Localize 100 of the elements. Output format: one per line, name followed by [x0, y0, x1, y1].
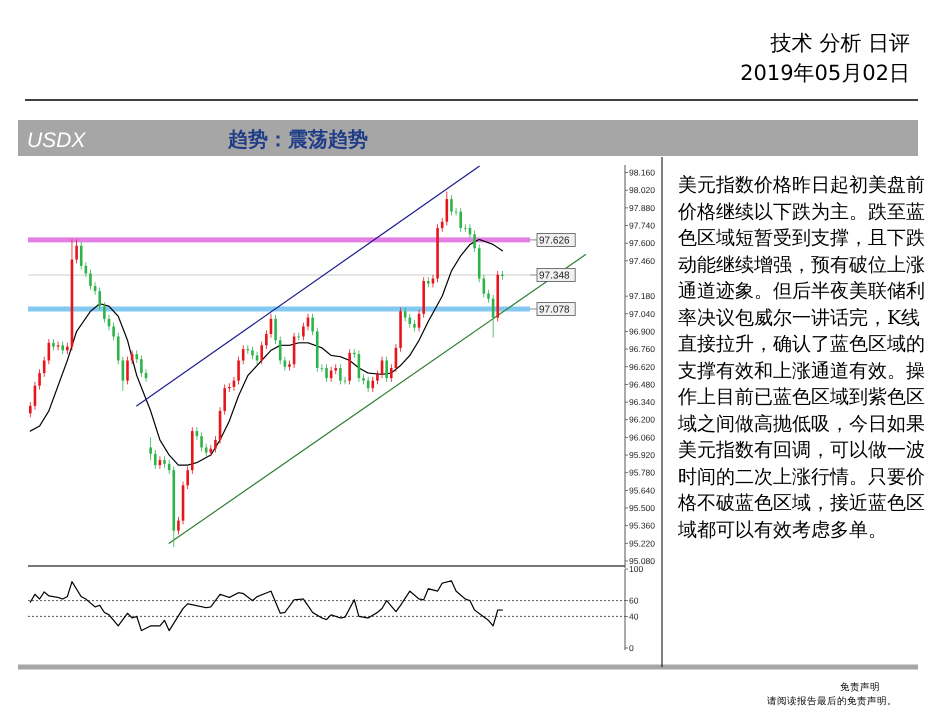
y-tick-label: 95.220 [629, 538, 656, 548]
candlestick [38, 368, 41, 390]
candlestick [408, 313, 412, 328]
candlestick [320, 364, 324, 372]
candlestick [330, 366, 332, 382]
candlestick [140, 355, 143, 378]
candlestick [75, 239, 78, 264]
candlestick [116, 332, 120, 365]
candlestick [432, 274, 434, 288]
y-tick-label: 95.920 [629, 450, 656, 460]
candlestick [501, 270, 504, 280]
candlestick [52, 338, 55, 351]
candlestick [149, 436, 152, 460]
y-tick-label: 96.060 [629, 432, 656, 442]
candlestick [196, 426, 198, 440]
y-tick-label: 96.620 [629, 362, 656, 372]
text: 2019年05月02日 [740, 61, 910, 85]
candlestick [376, 370, 379, 385]
chart-title: USDX [27, 129, 86, 152]
ref-line-label: 97.626 [539, 235, 570, 246]
y-tick-label: 97.880 [629, 202, 656, 213]
candlestick [98, 286, 102, 310]
candlestick [256, 351, 258, 365]
y-tick-label: 97.740 [629, 220, 656, 231]
candlestick [492, 294, 494, 338]
candlestick [34, 381, 36, 410]
candlestick [48, 338, 50, 365]
candlestick [482, 274, 486, 298]
candlestick [339, 364, 342, 385]
candlestick [446, 191, 448, 226]
candlestick [66, 342, 69, 355]
candlestick [265, 330, 268, 350]
candlestick [168, 460, 170, 474]
y-tick-label: 98.020 [629, 185, 656, 196]
candlestick [200, 432, 203, 452]
candlestick [270, 313, 272, 338]
candlestick [210, 444, 212, 457]
candlestick [126, 356, 129, 385]
candlestick [163, 456, 166, 468]
candlestick [344, 376, 346, 385]
text: 免责声明 [840, 681, 880, 693]
candlestick [122, 356, 124, 392]
y-tick-label: 96.200 [629, 414, 656, 425]
candlestick [278, 336, 282, 365]
candlestick [42, 356, 46, 378]
candlestick [385, 356, 388, 382]
candlestick [325, 364, 328, 382]
candlestick [302, 322, 305, 341]
candlestick [366, 376, 370, 392]
y-tick-label: 95.080 [629, 556, 656, 566]
y-tick-label: 40 [629, 611, 639, 622]
candlestick [112, 322, 115, 341]
y-tick-label: 96.480 [629, 379, 656, 390]
candlestick [404, 307, 406, 322]
candlestick [288, 360, 291, 371]
candlestick [454, 207, 458, 216]
candlestick [177, 516, 180, 535]
candlestick [242, 344, 244, 365]
candlestick [223, 384, 226, 416]
candlestick [186, 466, 189, 490]
candlestick [29, 402, 32, 418]
candlestick [61, 341, 64, 355]
y-tick-label: 96.900 [629, 326, 656, 336]
candlestick [108, 314, 110, 331]
candlestick [144, 368, 148, 382]
candlestick [284, 356, 286, 371]
candlestick [158, 456, 162, 470]
candlestick [260, 341, 264, 365]
candlestick [154, 450, 157, 470]
candlestick [232, 376, 236, 392]
chart-subtitle: 趋势：震荡趋势 [227, 127, 368, 151]
candlestick [380, 356, 384, 379]
text: 美元指数价格昨日起初美盘前价格继续以下跌为主。跌至蓝色区域短暂受到支撑，且下跌动能继续增强，预有破位上涨通道迹象。但后半夜美联储利率决议包威尔一讲话完，K线直接拉升，确认了蓝色区域的支撑有效和上涨通道有效。操作上目前已蓝色区域到紫色区域之间做高抛低吸，今日如果美元指数有回调，可以做一波时间的二次上涨行情。只要价格不破蓝色区域，接近蓝色区域都可以有效考虑多单。 [678, 174, 925, 540]
candlestick [334, 364, 338, 375]
y-tick-label: 100 [629, 564, 644, 574]
y-tick-label: 0 [629, 643, 634, 653]
y-tick-label: 95.780 [629, 468, 656, 478]
candlestick [103, 302, 106, 324]
text: 技术 分析 日评 [770, 31, 910, 55]
candlestick [306, 313, 310, 331]
candlestick [274, 314, 277, 344]
candlestick [130, 350, 134, 365]
y-tick-label: 98.160 [629, 168, 656, 178]
candlestick [89, 269, 92, 290]
candlestick [362, 374, 365, 385]
candlestick [94, 282, 96, 296]
candlestick [204, 443, 208, 457]
line-series [30, 580, 503, 632]
candlestick [413, 320, 416, 332]
ref-line-label: 97.078 [539, 304, 570, 316]
y-tick-label: 95.500 [629, 502, 656, 513]
y-tick-label: 97.040 [629, 308, 656, 319]
candlestick [251, 346, 254, 360]
candlestick [135, 350, 138, 364]
candlestick [487, 289, 490, 303]
y-tick-label: 97.180 [629, 291, 656, 302]
candlestick [311, 313, 314, 336]
candlestick [358, 350, 360, 382]
candlestick [394, 344, 398, 372]
line-series [30, 238, 503, 466]
